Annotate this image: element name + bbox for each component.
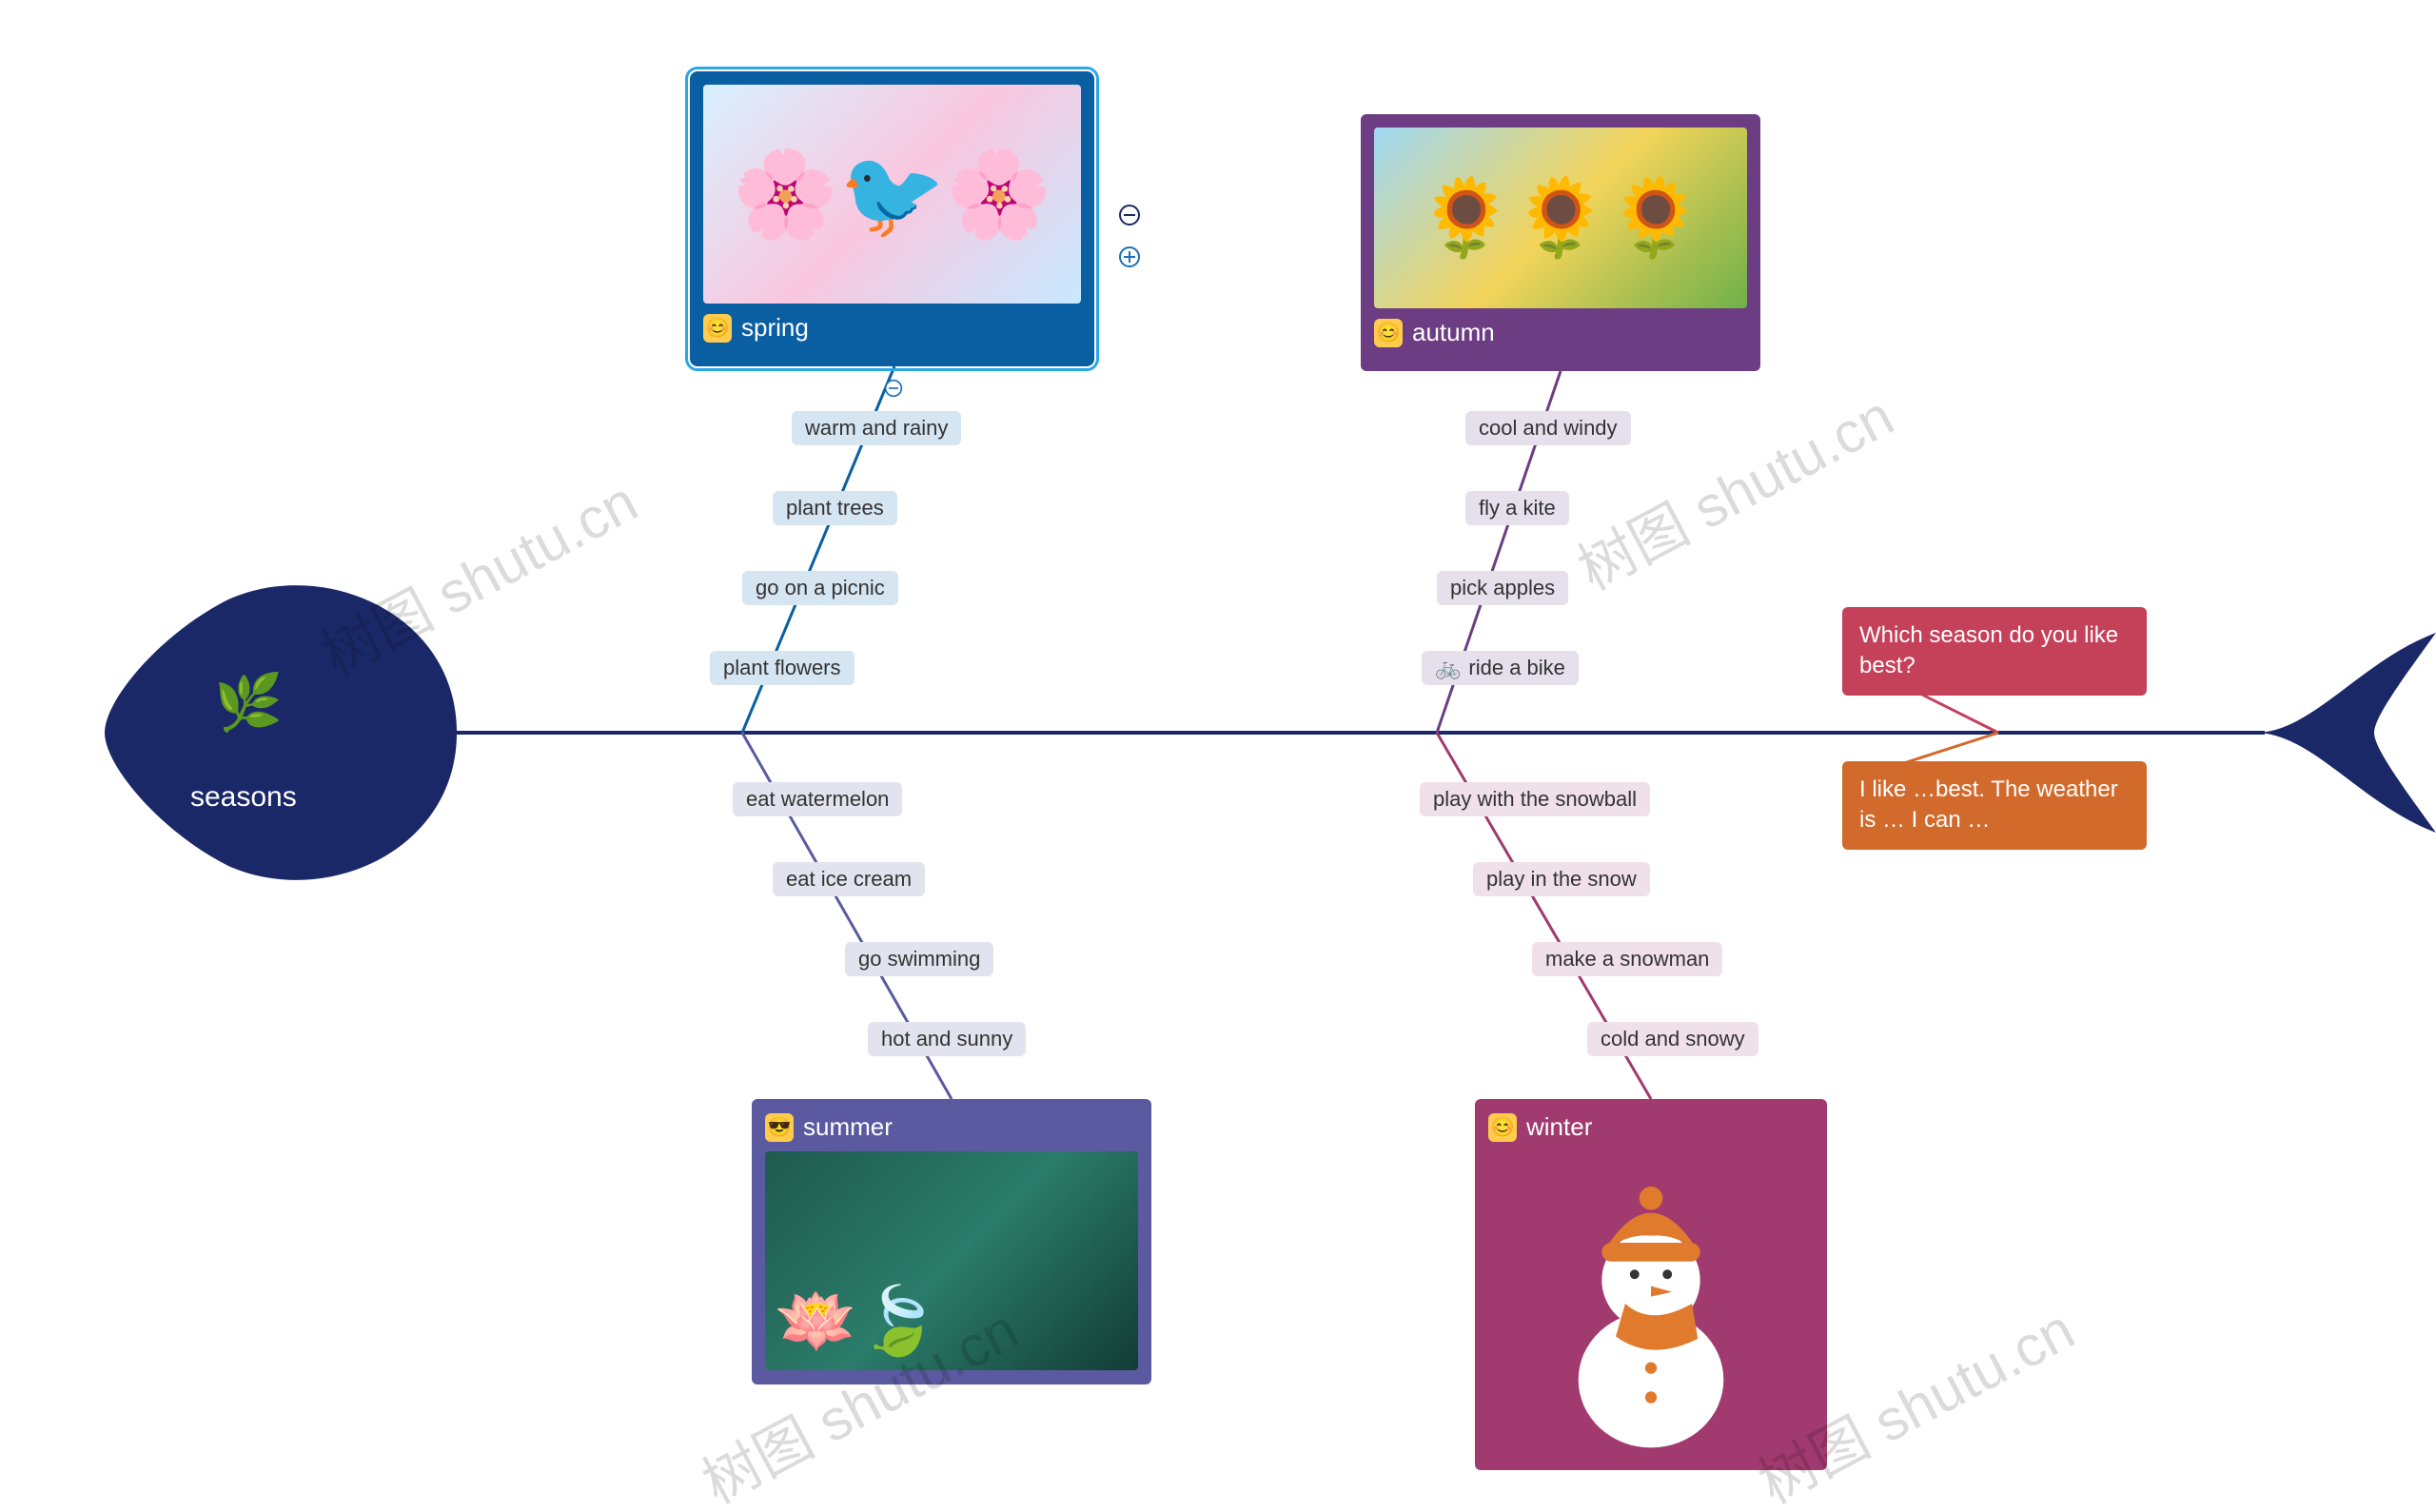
winter-title: winter — [1526, 1112, 1592, 1142]
autumn-chip-3[interactable]: 🚲 ride a bike — [1422, 651, 1579, 685]
winter-chip-0[interactable]: play with the snowball — [1420, 782, 1650, 816]
autumn-card[interactable]: 🌻🌻🌻 😊 autumn — [1361, 114, 1760, 371]
spring-chip-1-label: plant trees — [786, 496, 884, 520]
summer-chip-1[interactable]: eat ice cream — [773, 862, 925, 896]
autumn-emoji-icon: 😊 — [1374, 319, 1403, 347]
fish-tail — [2255, 633, 2436, 833]
summer-chip-3[interactable]: hot and sunny — [868, 1022, 1026, 1056]
summer-card[interactable]: 😎 summer 🪷🍃 — [752, 1099, 1151, 1384]
spring-image: 🌸🐦🌸 — [703, 85, 1081, 304]
spring-title: spring — [741, 313, 809, 343]
spring-chip-0-label: warm and rainy — [805, 416, 948, 441]
fishbone-canvas: 🌿 seasons 🌸🐦🌸😊spring😎summer🪷🍃🌻🌻🌻😊autumn😊… — [0, 0, 2436, 1512]
summer-chip-1-label: eat ice cream — [786, 867, 912, 892]
spring-chip-2[interactable]: go on a picnic — [742, 571, 898, 605]
summer-title-row: 😎 summer — [765, 1112, 1138, 1142]
summer-emoji-icon: 😎 — [765, 1113, 794, 1142]
spring-chip-3[interactable]: plant flowers — [710, 651, 855, 685]
winter-emoji-icon: 😊 — [1488, 1113, 1517, 1142]
autumn-chip-2-label: pick apples — [1450, 576, 1555, 600]
summer-chip-3-label: hot and sunny — [881, 1027, 1012, 1051]
summer-image: 🪷🍃 — [765, 1151, 1138, 1370]
bike-icon: 🚲 — [1435, 656, 1461, 680]
watermark-1: 树图 shutu.cn — [1562, 371, 1906, 606]
sentence-answer[interactable]: I like …best. The weather is … I can … — [1842, 761, 2147, 850]
node-collapse-icon[interactable] — [884, 379, 903, 398]
summer-chip-2-label: go swimming — [858, 947, 980, 972]
spring-card[interactable]: 🌸🐦🌸 😊 spring — [690, 71, 1094, 366]
summer-chip-0-label: eat watermelon — [746, 787, 889, 812]
summer-title: summer — [803, 1112, 893, 1142]
autumn-chip-0-label: cool and windy — [1479, 416, 1618, 441]
autumn-chip-3-label: ride a bike — [1468, 656, 1565, 680]
summer-chip-2[interactable]: go swimming — [845, 942, 993, 976]
expand-icon[interactable] — [1118, 245, 1141, 268]
head-label: seasons — [190, 781, 297, 814]
summer-chip-0[interactable]: eat watermelon — [733, 782, 902, 816]
winter-chip-2-label: make a snowman — [1545, 947, 1709, 972]
winter-chip-3-label: cold and snowy — [1601, 1027, 1745, 1051]
spring-chip-0[interactable]: warm and rainy — [792, 411, 961, 445]
winter-card[interactable]: 😊 winter — [1475, 1099, 1827, 1470]
winter-title-row: 😊 winter — [1488, 1112, 1814, 1142]
autumn-chip-0[interactable]: cool and windy — [1465, 411, 1631, 445]
winter-chip-3[interactable]: cold and snowy — [1587, 1022, 1758, 1056]
winter-chip-2[interactable]: make a snowman — [1532, 942, 1722, 976]
sentence-question[interactable]: Which season do you like best? — [1842, 607, 2147, 696]
fish-head: 🌿 seasons — [105, 557, 457, 909]
winter-image — [1488, 1151, 1814, 1456]
autumn-title: autumn — [1412, 318, 1495, 347]
winter-chip-1[interactable]: play in the snow — [1473, 862, 1650, 896]
autumn-title-row: 😊 autumn — [1374, 318, 1747, 347]
spring-chip-2-label: go on a picnic — [756, 576, 885, 600]
spring-chip-3-label: plant flowers — [723, 656, 841, 680]
autumn-chip-1-label: fly a kite — [1479, 496, 1556, 520]
head-plant-icon: 🌿 — [214, 671, 283, 736]
autumn-chip-2[interactable]: pick apples — [1437, 571, 1568, 605]
spring-chip-1[interactable]: plant trees — [773, 491, 897, 525]
autumn-chip-1[interactable]: fly a kite — [1465, 491, 1569, 525]
autumn-image: 🌻🌻🌻 — [1374, 128, 1747, 308]
spring-emoji-icon: 😊 — [703, 314, 732, 343]
spring-title-row: 😊 spring — [703, 313, 1081, 343]
collapse-icon[interactable] — [1118, 204, 1141, 226]
winter-chip-1-label: play in the snow — [1486, 867, 1637, 892]
winter-chip-0-label: play with the snowball — [1433, 787, 1637, 812]
